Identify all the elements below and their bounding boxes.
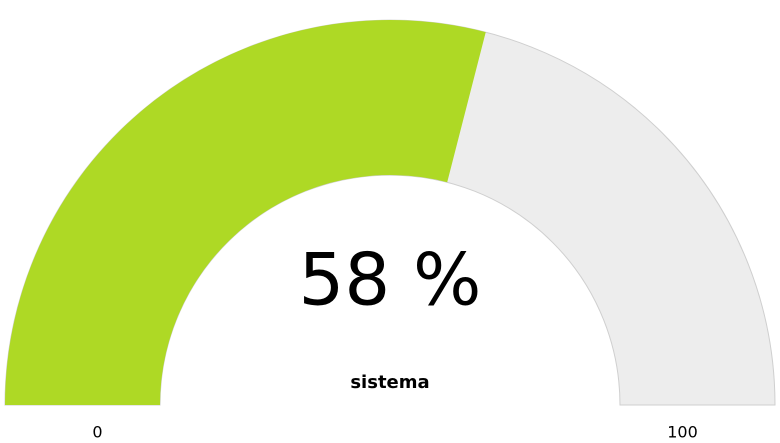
gauge-tick-label: 0 (92, 423, 102, 442)
value-label: 58 % (299, 238, 482, 322)
gauge-tick-label: 100 (667, 423, 698, 442)
gauge-title: sistema (350, 372, 429, 393)
gauge-value (5, 19, 486, 405)
gauge (4, 19, 776, 406)
